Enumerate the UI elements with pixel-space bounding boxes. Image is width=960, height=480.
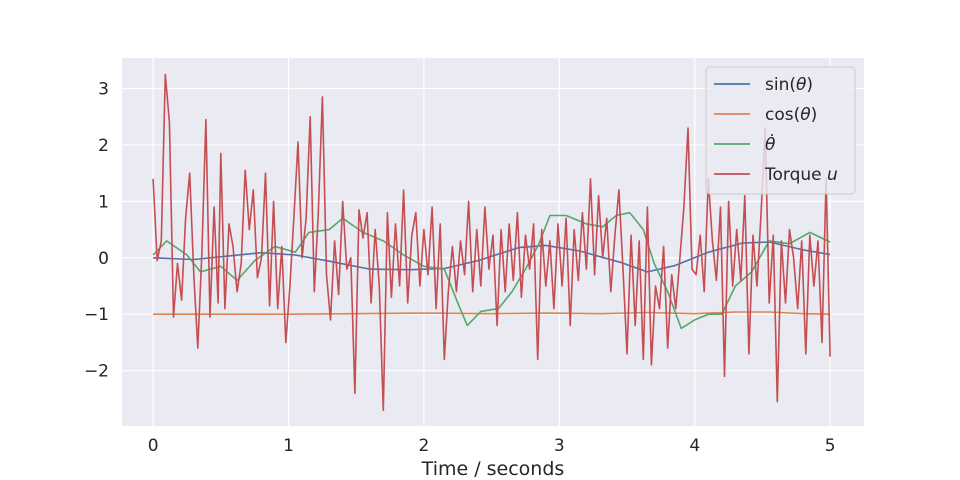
x-tick-label: 3: [554, 436, 565, 456]
legend-box: [705, 66, 856, 195]
legend-label-0: sin(θ): [765, 75, 813, 95]
legend-label-1: cos(θ): [765, 105, 817, 125]
x-tick-label: 1: [283, 436, 294, 456]
tick-labels: 0 1 2 3 4 5 3 2 1 0 −1 −2: [84, 79, 836, 456]
legend: sin(θ) cos(θ) θ̇ Torque u: [705, 66, 856, 195]
y-tick-label: −2: [84, 362, 109, 382]
y-tick-label: 3: [98, 79, 109, 99]
y-tick-label: 0: [98, 249, 109, 269]
series-line-3: [152, 73, 831, 411]
legend-label-3: Torque u: [764, 165, 838, 185]
x-tick-label: 2: [419, 436, 430, 456]
y-tick-label: −1: [84, 305, 109, 325]
y-tick-label: 1: [98, 192, 109, 212]
series-layer: [152, 73, 831, 411]
x-tick-label: 4: [689, 436, 700, 456]
legend-label-2: θ̇: [765, 132, 776, 155]
x-axis-title: Time / seconds: [421, 458, 565, 480]
x-tick-label: 0: [148, 436, 159, 456]
series-line-1: [153, 311, 831, 315]
y-tick-label: 2: [98, 136, 109, 156]
x-tick-label: 5: [825, 436, 836, 456]
